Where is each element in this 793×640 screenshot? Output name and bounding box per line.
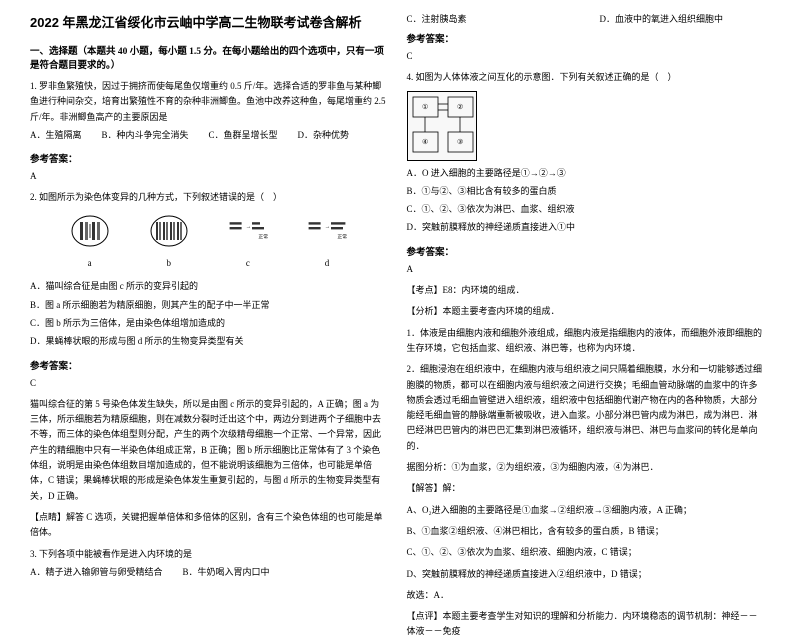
q3-option-c: C．注射胰岛素 <box>407 12 467 25</box>
q3-answer: C <box>407 49 764 64</box>
q1-option-d: D．杂种优势 <box>298 128 350 143</box>
q4-conclusion: 故选：A． <box>407 588 764 603</box>
svg-text:正常: 正常 <box>258 233 268 240</box>
q4-explain-2: 2．细胞浸泡在组织液中，在细胞内液与组织液之间只隔着细胞膜，水分和一切能够透过细… <box>407 362 764 454</box>
svg-text:→: → <box>325 224 331 230</box>
chromosome-icon-d: → 正常 <box>307 214 347 248</box>
q4-comment: 【点评】本题主要考查学生对知识的理解和分析能力．内环境稳态的调节机制：神经－－体… <box>407 609 764 640</box>
diagram-a-label: a <box>70 256 110 271</box>
ref-answer-label-1: 参考答案： <box>30 151 387 165</box>
q1-option-a: A．生殖隔离 <box>30 128 82 143</box>
svg-text:→: → <box>245 224 251 230</box>
q2-option-b: B．图 a 所示细胞若为精原细胞，则其产生的配子中一半正常 <box>30 298 387 313</box>
q4-diagram: ① ② ④ ③ <box>407 91 477 161</box>
q4-solve-label: 【解答】解： <box>407 481 764 496</box>
q4-option-a: A．O 进入细胞的主要路径是①→②→③ <box>407 166 764 181</box>
q4-answer: A <box>407 262 764 277</box>
q4-point: 【考点】E8：内环境的组成． <box>407 283 764 298</box>
section-1-header: 一、选择题（本题共 40 小题，每小题 1.5 分。在每小题给出的四个选项中，只… <box>30 43 387 71</box>
svg-text:④: ④ <box>422 138 428 146</box>
q2-option-d: D．果蝇棒状眼的形成与图 d 所示的生物变异类型有关 <box>30 334 387 349</box>
question-2: 2. 如图所示为染色体变异的几种方式，下列叙述错误的是（ ） a <box>30 190 387 349</box>
diagram-d-label: d <box>307 256 347 271</box>
diagram-a: a <box>70 214 110 272</box>
q4-analysis: 【分析】本题主要考查内环境的组成． <box>407 304 764 319</box>
q4-option-c: C．①、②、③依次为淋巴、血浆、组织液 <box>407 202 764 217</box>
q2-explanation: 猫叫综合征的第 5 号染色体发生缺失，所以是由图 c 所示的变异引起的，A 正确… <box>30 397 387 504</box>
q4-solve-c: C、①、②、③依次为血浆、组织液、细胞内液，C 错误； <box>407 545 764 560</box>
q4-solve-b: B、①血浆②组织液、④淋巴相比，含有较多的蛋白质，B 错误； <box>407 524 764 539</box>
q3-option-a: A．精子进入输卵管与卵受精结合 <box>30 565 163 580</box>
q1-option-c: C．鱼群呈增长型 <box>209 128 278 143</box>
q4-option-d: D．突触前膜释放的神经递质直接进入①中 <box>407 220 764 235</box>
svg-text:②: ② <box>457 103 463 111</box>
ref-answer-label-4: 参考答案： <box>407 244 764 258</box>
diagram-d: → 正常 d <box>307 214 347 272</box>
question-1-text: 1. 罗非鱼繁殖快，因过于拥挤而使每尾鱼仅增重约 0.5 斤/年。选择合适的罗非… <box>30 79 387 125</box>
question-3: 3. 下列各项中能被看作是进入内环境的是 A．精子进入输卵管与卵受精结合 B．牛… <box>30 547 387 581</box>
q2-diagrams: a b <box>30 214 387 272</box>
ref-answer-label-3: 参考答案： <box>407 31 764 45</box>
question-4: 4. 如图为人体体液之间互化的示意图．下列有关叙述正确的是（ ） ① ② ④ ③… <box>407 70 764 235</box>
diagram-b-label: b <box>149 256 189 271</box>
q1-option-b: B．种内斗争完全消失 <box>102 128 189 143</box>
cell-icon-a <box>70 214 110 248</box>
q2-note: 【点睛】解答 C 选项，关键把握单倍体和多倍体的区别，含有三个染色体组的也可能是… <box>30 510 387 541</box>
question-2-text: 2. 如图所示为染色体变异的几种方式，下列叙述错误的是（ ） <box>30 190 387 205</box>
q3-option-d: D．血液中的氧进入组织细胞中 <box>599 12 723 25</box>
q2-option-a: A．猫叫综合征是由图 c 所示的变异引起的 <box>30 279 387 294</box>
q2-answer: C <box>30 376 387 391</box>
q2-option-c: C．图 b 所示为三倍体，是由染色体组增加造成的 <box>30 316 387 331</box>
q3-option-b: B．牛奶喝入胃内口中 <box>183 565 270 580</box>
q4-solve-a: A、O₂进入细胞的主要路径是①血浆→②组织液→③细胞内液，A 正确； <box>407 503 764 518</box>
document-title: 2022 年黑龙江省绥化市云岫中学高二生物联考试卷含解析 <box>30 12 387 31</box>
svg-text:①: ① <box>422 103 428 111</box>
q4-solve-d: D、突触前膜释放的神经递质直接进入②组织液中，D 错误； <box>407 567 764 582</box>
q4-diagram-note: 据图分析：①为血浆，②为组织液，③为细胞内液，④为淋巴． <box>407 460 764 475</box>
cell-icon-b <box>149 214 189 248</box>
diagram-c-label: c <box>228 256 268 271</box>
svg-text:③: ③ <box>457 138 463 146</box>
fluid-diagram-icon: ① ② ④ ③ <box>408 92 478 162</box>
question-1: 1. 罗非鱼繁殖快，因过于拥挤而使每尾鱼仅增重约 0.5 斤/年。选择合适的罗非… <box>30 79 387 143</box>
question-3-text: 3. 下列各项中能被看作是进入内环境的是 <box>30 547 387 562</box>
svg-text:正常: 正常 <box>337 233 347 240</box>
chromosome-icon-c: → 正常 <box>228 214 268 248</box>
q4-explain-1: 1．体液是由细胞内液和细胞外液组成，细胞内液是指细胞内的液体，而细胞外液即细胞的… <box>407 326 764 357</box>
ref-answer-label-2: 参考答案： <box>30 358 387 372</box>
q1-answer: A <box>30 169 387 184</box>
q4-option-b: B．①与②、③相比含有较多的蛋白质 <box>407 184 764 199</box>
diagram-b: b <box>149 214 189 272</box>
diagram-c: → 正常 c <box>228 214 268 272</box>
question-4-text: 4. 如图为人体体液之间互化的示意图．下列有关叙述正确的是（ ） <box>407 70 764 85</box>
